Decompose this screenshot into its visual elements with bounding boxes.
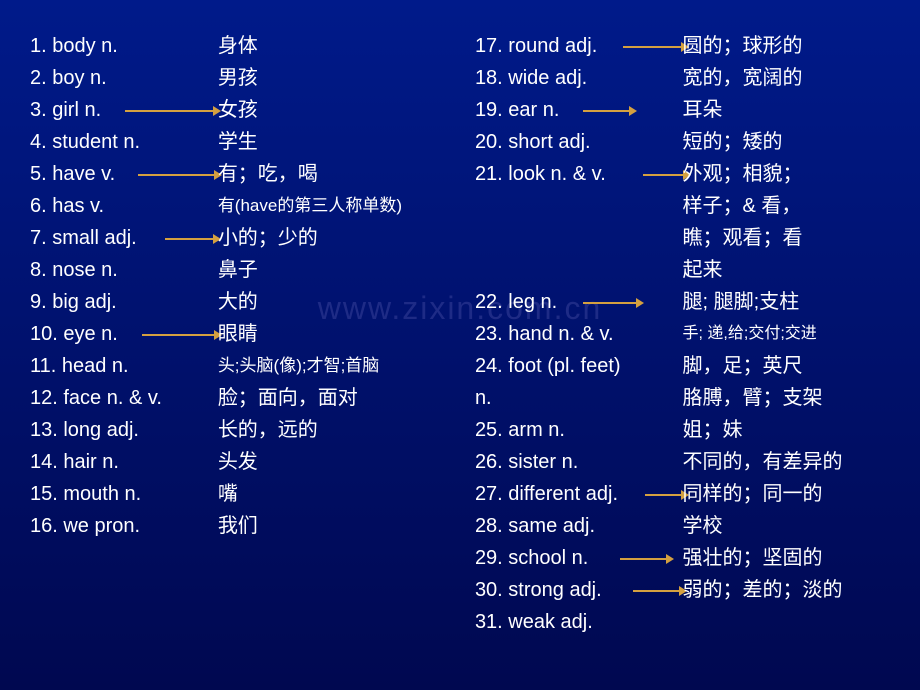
column-left-chinese: 身体男孩女孩学生有；吃，喝有(have的第三人称单数)小的；少的鼻子大的眼睛头;… — [218, 30, 465, 638]
vocab-chinese: 有(have的第三人称单数) — [218, 190, 465, 222]
vocab-english: 30. strong adj. — [475, 574, 683, 606]
vocab-english: 27. different adj. — [475, 478, 683, 510]
vocab-english: 16. we pron. — [30, 510, 218, 542]
vocab-chinese: 起来 — [683, 254, 900, 286]
vocab-chinese: 身体 — [218, 30, 465, 62]
vocab-english: 2. boy n. — [30, 62, 218, 94]
vocab-chinese: 大的 — [218, 286, 465, 318]
vocab-english: 14. hair n. — [30, 446, 218, 478]
vocab-chinese: 姐；妹 — [683, 414, 900, 446]
vocab-english: 18. wide adj. — [475, 62, 683, 94]
vocab-chinese: 同样的；同一的 — [683, 478, 900, 510]
vocab-english: 23. hand n. & v. — [475, 318, 683, 350]
vocab-chinese: 短的；矮的 — [683, 126, 900, 158]
vocab-english: 7. small adj. — [30, 222, 218, 254]
vocab-english: 31. weak adj. — [475, 606, 683, 638]
vocab-english: n. — [475, 382, 683, 414]
vocab-english: 10. eye n. — [30, 318, 218, 350]
vocab-english: 8. nose n. — [30, 254, 218, 286]
arrow-icon — [142, 334, 216, 336]
vocab-chinese: 有；吃，喝 — [218, 158, 465, 190]
vocab-english: 20. short adj. — [475, 126, 683, 158]
vocab-english: 13. long adj. — [30, 414, 218, 446]
vocab-chinese: 小的；少的 — [218, 222, 465, 254]
vocab-english: 19. ear n. — [475, 94, 683, 126]
vocab-english: 25. arm n. — [475, 414, 683, 446]
vocab-chinese: 脚，足；英尺 — [683, 350, 900, 382]
vocab-english: 28. same adj. — [475, 510, 683, 542]
vocab-chinese: 学生 — [218, 126, 465, 158]
vocab-chinese: 头发 — [218, 446, 465, 478]
column-right-chinese: 圆的；球形的宽的，宽阔的耳朵短的；矮的外观；相貌；样子；& 看，瞧；观看；看起来… — [683, 30, 900, 638]
vocab-english: 6. has v. — [30, 190, 218, 222]
vocab-english: 5. have v. — [30, 158, 218, 190]
arrow-icon — [583, 110, 631, 112]
vocab-english: 11. head n. — [30, 350, 218, 382]
vocab-english: 26. sister n. — [475, 446, 683, 478]
vocab-chinese: 强壮的；坚固的 — [683, 542, 900, 574]
vocab-english — [475, 222, 683, 254]
vocab-chinese: 手; 递,给;交付;交进 — [683, 318, 900, 350]
vocab-english — [475, 190, 683, 222]
vocab-container: 1. body n.2. boy n.3. girl n.4. student … — [0, 0, 920, 638]
vocab-chinese: 宽的，宽阔的 — [683, 62, 900, 94]
arrow-icon — [583, 302, 638, 304]
vocab-chinese: 圆的；球形的 — [683, 30, 900, 62]
vocab-english: 17. round adj. — [475, 30, 683, 62]
vocab-chinese: 外观；相貌； — [683, 158, 900, 190]
vocab-chinese: 鼻子 — [218, 254, 465, 286]
vocab-english: 1. body n. — [30, 30, 218, 62]
vocab-chinese: 嘴 — [218, 478, 465, 510]
vocab-english: 29. school n. — [475, 542, 683, 574]
vocab-english: 3. girl n. — [30, 94, 218, 126]
vocab-english: 15. mouth n. — [30, 478, 218, 510]
vocab-chinese: 长的，远的 — [218, 414, 465, 446]
vocab-chinese: 眼睛 — [218, 318, 465, 350]
vocab-chinese: 学校 — [683, 510, 900, 542]
arrow-icon — [633, 590, 681, 592]
vocab-chinese: 腿; 腿脚;支柱 — [683, 286, 900, 318]
vocab-chinese: 样子；& 看， — [683, 190, 900, 222]
vocab-english: 22. leg n. — [475, 286, 683, 318]
vocab-chinese: 耳朵 — [683, 94, 900, 126]
vocab-chinese: 弱的；差的；淡的 — [683, 574, 900, 606]
vocab-english: 12. face n. & v. — [30, 382, 218, 414]
vocab-chinese: 胳膊，臂；支架 — [683, 382, 900, 414]
arrow-icon — [643, 174, 685, 176]
vocab-chinese: 瞧；观看；看 — [683, 222, 900, 254]
vocab-chinese: 不同的，有差异的 — [683, 446, 900, 478]
vocab-english: 24. foot (pl. feet) — [475, 350, 683, 382]
arrow-icon — [620, 558, 668, 560]
arrow-icon — [138, 174, 216, 176]
vocab-chinese: 头;头脑(像);才智;首脑 — [218, 350, 465, 382]
arrow-icon — [165, 238, 215, 240]
column-right-english: 17. round adj.18. wide adj.19. ear n.20.… — [475, 30, 683, 638]
vocab-chinese: 我们 — [218, 510, 465, 542]
vocab-english: 21. look n. & v. — [475, 158, 683, 190]
arrow-icon — [623, 46, 683, 48]
vocab-english: 9. big adj. — [30, 286, 218, 318]
vocab-chinese: 女孩 — [218, 94, 465, 126]
vocab-chinese: 男孩 — [218, 62, 465, 94]
arrow-icon — [645, 494, 683, 496]
vocab-chinese: 脸；面向，面对 — [218, 382, 465, 414]
vocab-english: 4. student n. — [30, 126, 218, 158]
vocab-english — [475, 254, 683, 286]
column-left-english: 1. body n.2. boy n.3. girl n.4. student … — [30, 30, 218, 638]
arrow-icon — [125, 110, 215, 112]
